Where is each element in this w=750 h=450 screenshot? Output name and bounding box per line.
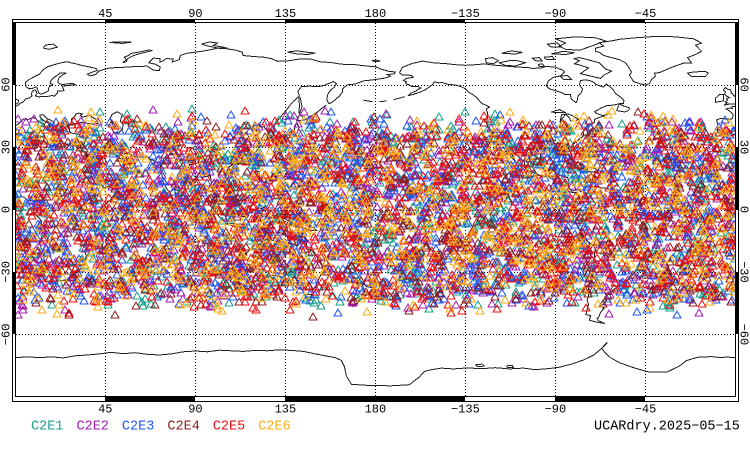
svg-text:180: 180 — [365, 7, 387, 21]
svg-text:0: 0 — [0, 206, 13, 213]
svg-text:0: 0 — [736, 206, 750, 213]
svg-text:C2E4: C2E4 — [167, 419, 199, 434]
svg-text:45: 45 — [98, 7, 112, 21]
svg-text:−135: −135 — [451, 7, 480, 21]
svg-text:−60: −60 — [0, 324, 13, 346]
svg-text:−135: −135 — [451, 403, 480, 417]
svg-text:60: 60 — [736, 77, 750, 91]
svg-text:UCARdry.2025−05−15: UCARdry.2025−05−15 — [594, 419, 740, 434]
svg-text:90: 90 — [188, 403, 202, 417]
svg-text:C2E3: C2E3 — [122, 419, 154, 434]
svg-text:C2E5: C2E5 — [213, 419, 245, 434]
svg-text:135: 135 — [275, 7, 297, 21]
svg-text:−90: −90 — [545, 7, 567, 21]
svg-text:180: 180 — [365, 403, 387, 417]
svg-text:−45: −45 — [635, 7, 657, 21]
svg-text:135: 135 — [275, 403, 297, 417]
svg-text:60: 60 — [0, 77, 13, 91]
svg-text:30: 30 — [736, 140, 750, 154]
svg-text:C2E1: C2E1 — [31, 419, 63, 434]
svg-text:−60: −60 — [736, 324, 750, 346]
svg-text:45: 45 — [98, 403, 112, 417]
svg-text:−90: −90 — [545, 403, 567, 417]
svg-text:−30: −30 — [0, 261, 13, 283]
svg-text:C2E6: C2E6 — [258, 419, 290, 434]
svg-text:C2E2: C2E2 — [77, 419, 109, 434]
svg-text:−45: −45 — [635, 403, 657, 417]
svg-text:−30: −30 — [736, 261, 750, 283]
svg-text:30: 30 — [0, 140, 13, 154]
svg-text:90: 90 — [188, 7, 202, 21]
